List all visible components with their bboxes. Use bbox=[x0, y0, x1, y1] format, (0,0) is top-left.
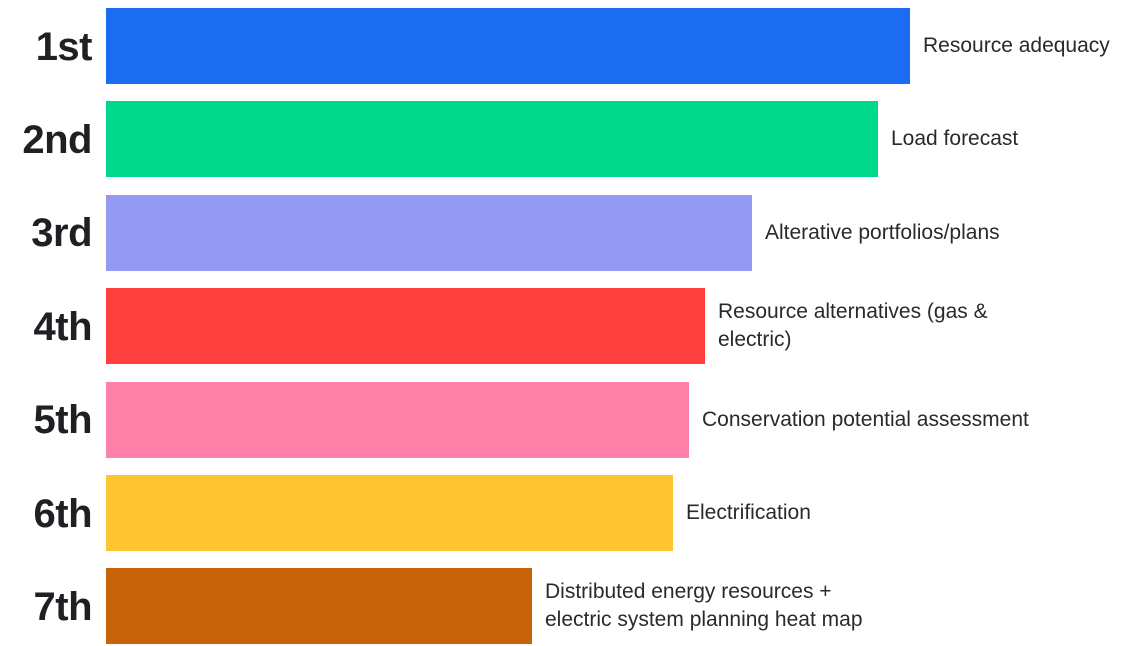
bar-category-label: Electrification bbox=[686, 501, 811, 524]
bar-category-label: Resource adequacy bbox=[923, 34, 1110, 57]
rank-label: 4th bbox=[33, 304, 93, 349]
bar bbox=[106, 194, 752, 271]
bar bbox=[106, 568, 532, 645]
rank-label: 2nd bbox=[22, 117, 92, 162]
rank-label: 6th bbox=[33, 491, 93, 536]
rank-label: 7th bbox=[33, 584, 93, 629]
chart-row: 3rd Alterative portfolios/plans bbox=[0, 194, 1145, 273]
bar bbox=[106, 288, 705, 365]
rank-label: 5th bbox=[33, 398, 93, 443]
rank-label: 1st bbox=[35, 24, 93, 69]
bar bbox=[106, 475, 673, 551]
chart-row: 2nd Load forecast bbox=[0, 101, 1145, 179]
chart-row: 7th Distributed energy resources + electr… bbox=[0, 568, 1145, 646]
chart-row: 1st Resource adequacy bbox=[0, 8, 1145, 86]
bar-category-label: Distributed energy resources + electric … bbox=[545, 580, 863, 632]
bar bbox=[106, 8, 910, 84]
bar-category-label: Resource alternatives (gas & electric) bbox=[718, 300, 988, 352]
chart-row: 5th Conservation potential assessment bbox=[0, 381, 1145, 460]
chart-row: 6th Electrification bbox=[0, 475, 1145, 553]
bar bbox=[106, 101, 878, 178]
bar-category-label: Alterative portfolios/plans bbox=[765, 220, 1000, 244]
chart-row: 4th Resource alternatives (gas & electric… bbox=[0, 288, 1145, 366]
bar-category-label: Load forecast bbox=[891, 127, 1019, 151]
bar-category-label: Conservation potential assessment bbox=[702, 407, 1029, 431]
bar bbox=[106, 381, 689, 458]
rank-label: 3rd bbox=[31, 211, 92, 256]
